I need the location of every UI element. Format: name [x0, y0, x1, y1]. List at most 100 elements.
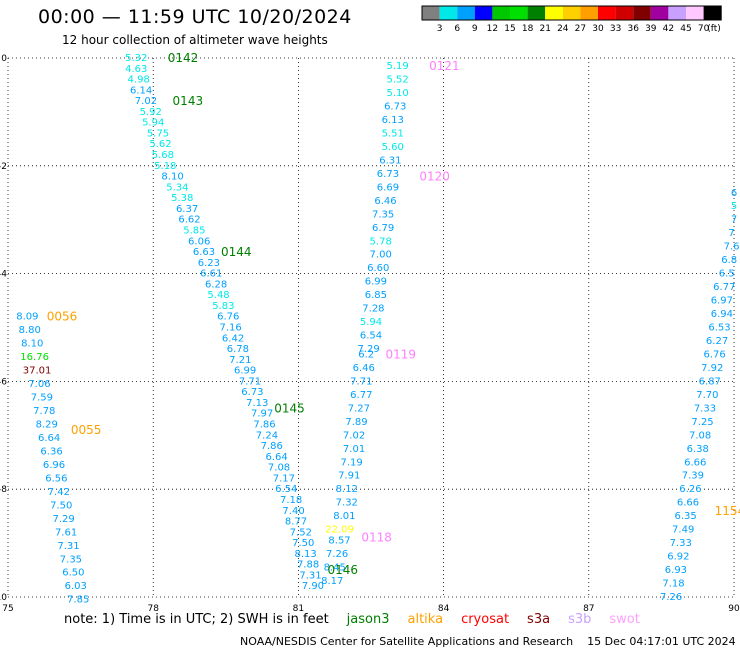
- data-point-label: 5.48: [207, 290, 229, 301]
- footer-note: note: 1) Time is in UTC; 2) SWH is in fe…: [64, 612, 640, 627]
- data-point-label: 22.09: [325, 525, 354, 536]
- data-point-label: 8.57: [328, 535, 350, 546]
- y-tick-label: -10: [0, 593, 7, 603]
- data-point-label: 6.96: [43, 460, 65, 471]
- data-point-label: 7.25: [691, 417, 713, 428]
- data-point-label: 7.27: [348, 403, 370, 414]
- data-point-label: 6.77: [350, 390, 372, 401]
- credit-line: NOAA/NESDIS Center for Satellite Applica…: [240, 635, 736, 648]
- data-point-label: 6.93: [665, 565, 687, 576]
- data-point-label: 8.17: [321, 576, 343, 587]
- data-point-label: 6.73: [384, 102, 406, 113]
- data-point-label: 7: [728, 228, 734, 239]
- data-point-label: 7.26: [660, 592, 682, 603]
- track-label: 0143: [173, 94, 204, 108]
- data-point-label: 6.64: [265, 452, 287, 463]
- data-point-label: 5.68: [152, 150, 174, 161]
- data-point-label: 5.92: [140, 107, 162, 118]
- data-point-label: 6.37: [176, 204, 198, 215]
- data-point-label: 8.77: [285, 517, 307, 528]
- data-point-label: 7.61: [55, 527, 77, 538]
- data-point-label: 6.73: [377, 169, 399, 180]
- data-point-label: 7.00: [370, 250, 392, 261]
- data-point-label: 8.45: [324, 562, 346, 573]
- data-point-label: 6.8: [721, 255, 737, 266]
- satellite-legend-item: swot: [609, 612, 640, 627]
- track-label: 0119: [386, 347, 417, 361]
- data-point-label: 8.09: [16, 312, 38, 323]
- y-tick-label: 0: [1, 54, 7, 64]
- track-label: 1154: [715, 504, 740, 518]
- data-point-label: 7.89: [345, 417, 367, 428]
- data-point-label: 7.52: [290, 527, 312, 538]
- data-point-label: 7.06: [28, 379, 50, 390]
- data-point-label: 6.77: [713, 282, 735, 293]
- chart-subtitle: 12 hour collection of altimeter wave hei…: [62, 33, 328, 47]
- data-point-label: 4.98: [128, 75, 150, 86]
- data-point-label: 5.10: [386, 88, 408, 99]
- data-point-label: 8.29: [36, 420, 58, 431]
- satellite-legend-item: s3b: [568, 612, 592, 627]
- data-point-label: 7.86: [261, 441, 283, 452]
- data-point-label: 7.97: [251, 409, 273, 420]
- data-point-label: 7.49: [672, 525, 694, 536]
- track-label: 0121: [429, 59, 460, 73]
- satellite-legend: jason3 altika cryosat s3a s3b swot: [329, 612, 640, 627]
- data-point-label: 5.51: [382, 128, 404, 139]
- x-tick-label: 84: [438, 604, 450, 614]
- data-point-label: 7.32: [336, 498, 358, 509]
- data-point-label: 6.76: [704, 349, 726, 360]
- data-point-label: 7.39: [682, 471, 704, 482]
- data-point-label: 5.62: [149, 139, 171, 150]
- data-point-label: 6.66: [677, 498, 699, 509]
- data-point-label: 7.29: [357, 344, 379, 355]
- satellite-legend-item: altika: [407, 612, 444, 627]
- data-point-label: 7.42: [48, 487, 70, 498]
- data-point-label: 7.85: [67, 595, 89, 606]
- data-point-label: 6.46: [353, 363, 375, 374]
- data-point-label: 7.08: [689, 430, 711, 441]
- data-point-label: 8.80: [19, 325, 41, 336]
- data-point-label: 6.60: [367, 263, 389, 274]
- data-point-label: 7.13: [246, 398, 268, 409]
- y-tick-label: -4: [0, 270, 7, 280]
- data-point-label: 7.92: [701, 363, 723, 374]
- data-point-label: 6.53: [708, 323, 730, 334]
- y-tick-label: -8: [0, 485, 7, 495]
- data-point-label: 7.33: [670, 538, 692, 549]
- satellite-legend-item: cryosat: [461, 612, 510, 627]
- data-point-label: 7.50: [50, 500, 72, 511]
- data-point-label: 6.5: [719, 269, 735, 280]
- data-point-label: 6.35: [674, 511, 696, 522]
- data-point-label: 6.99: [365, 277, 387, 288]
- data-point-label: 5.52: [386, 75, 408, 86]
- data-point-label: 8.12: [336, 484, 358, 495]
- data-point-label: 5: [731, 201, 737, 212]
- data-point-label: 6.06: [188, 236, 210, 247]
- data-point-label: 6.62: [178, 215, 200, 226]
- data-point-label: 6.26: [679, 484, 701, 495]
- data-point-label: 6.94: [711, 309, 733, 320]
- data-point-label: 7.18: [280, 495, 302, 506]
- data-point-label: 6.23: [198, 258, 220, 269]
- x-tick-label: 90: [728, 604, 740, 614]
- data-point-label: 6.69: [377, 182, 399, 193]
- satellite-legend-item: s3a: [527, 612, 551, 627]
- data-point-label: 7.08: [268, 463, 290, 474]
- data-point-label: 6.85: [365, 290, 387, 301]
- data-point-label: 7.26: [326, 549, 348, 560]
- y-tick-label: -6: [0, 377, 7, 387]
- data-point-label: 7.35: [60, 554, 82, 565]
- data-point-label: 6.54: [360, 331, 382, 342]
- data-point-label: 6.56: [45, 473, 67, 484]
- data-point-label: 7.71: [350, 376, 372, 387]
- data-point-label: 6.54: [275, 484, 297, 495]
- y-tick-label: -2: [0, 162, 7, 172]
- data-point-label: 6.2: [358, 349, 374, 360]
- data-point-label: 8.10: [161, 172, 183, 183]
- data-point-label: 7.01: [343, 444, 365, 455]
- data-point-label: 6.50: [62, 568, 84, 579]
- data-point-label: 7: [731, 215, 737, 226]
- data-point-label: 7.59: [31, 393, 53, 404]
- data-point-label: 5.32: [125, 53, 147, 64]
